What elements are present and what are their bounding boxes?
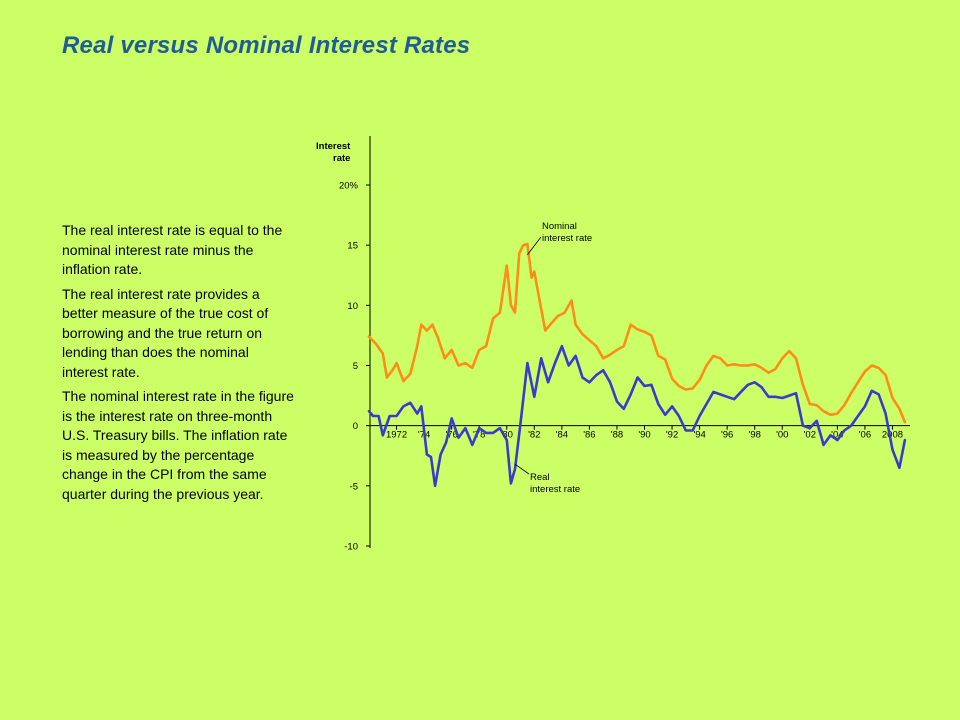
y-tick-label: 0 [353,421,358,432]
nominal-leader-line [527,236,542,256]
real-leader-line [514,463,530,475]
x-tick-label: '80 [501,430,513,441]
nominal-annotation-line2: interest rate [542,233,592,244]
x-tick-label: '96 [721,430,733,441]
x-tick-label: '84 [556,430,568,441]
nominal-rate-line [367,242,907,424]
x-tick-label: '02 [804,430,816,441]
x-tick-label: '86 [583,430,595,441]
y-tick-label: -5 [350,481,358,492]
y-axis-label-line2: rate [333,153,350,164]
x-tick-label: '82 [528,430,540,441]
nominal-annotation-line1: Nominal [542,221,577,232]
real-rate-line [367,344,907,488]
x-tick-label: '88 [611,430,623,441]
y-tick-label: -10 [344,542,358,553]
y-tick-label: 5 [353,361,358,372]
slide-title: Real versus Nominal Interest Rates [62,32,471,59]
y-tick-label: 10 [347,301,358,312]
x-tick-label: '00 [776,430,788,441]
x-tick-label: 2008 [882,430,903,441]
x-tick-label: '76 [445,430,457,441]
y-axis-label-line1: Interest [316,141,351,152]
y-tick-label: 20% [339,181,359,192]
paragraph-better-measure: The real interest rate provides a better… [62,285,269,380]
slide-body-text: The real interest rate is equal to the n… [62,221,298,509]
x-tick-label: '06 [859,430,871,441]
paragraph-data-source: The nominal interest rate in the figure … [62,388,294,502]
real-annotation-line2: interest rate [530,484,580,495]
x-tick-label: '94 [693,430,705,441]
x-tick-label: '04 [831,430,843,441]
x-tick-label: '98 [749,430,761,441]
x-tick-label: '92 [666,430,678,441]
chart-lines [367,242,907,488]
real-annotation-line1: Real [530,472,550,483]
x-tick-label: '90 [638,430,650,441]
x-tick-label: 1972 [386,430,407,441]
x-tick-label: '78 [473,430,485,441]
paragraph-definition: The real interest rate is equal to the n… [62,222,283,277]
y-tick-label: 15 [347,241,358,252]
chart-labels: Interest rate Nominal interest rate Real… [316,141,592,495]
